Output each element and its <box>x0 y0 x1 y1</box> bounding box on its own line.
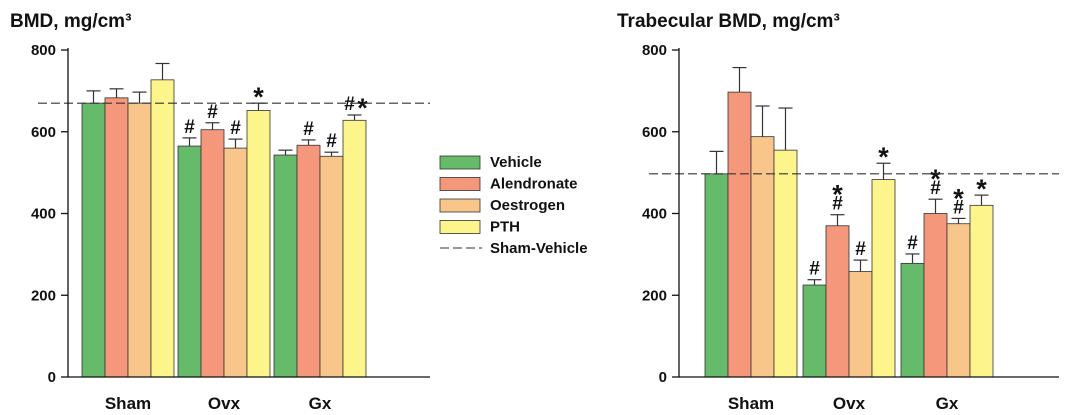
panel-1-x-tick-label-sham: Sham <box>105 394 151 413</box>
panel-1-bar-oestrogen-sham <box>127 102 152 378</box>
panel-2-y-tick-label-400: 400 <box>642 206 667 223</box>
panel-2-sig-marker-alendronate-gx-1: # <box>930 178 941 199</box>
panel-2-sig-marker-alendronate-ovx: * <box>832 180 843 210</box>
panel-1-bar-alendronate-gx <box>296 144 321 378</box>
panel-2-x-tick-label-sham: Sham <box>728 394 774 413</box>
panel-2-sig-marker-vehicle-ovx: # <box>809 259 820 280</box>
panel-2-sig-marker-vehicle-gx: # <box>907 233 918 254</box>
panel-1-y-tick-label-600: 600 <box>31 124 56 141</box>
bmd-panel-title: BMD, mg/cm³ <box>10 11 131 32</box>
panel-2-y-tick-label-800: 800 <box>642 42 667 59</box>
panel-2-y-tick-label-600: 600 <box>642 124 667 141</box>
panel-1-bar-pth-ovx <box>246 110 271 378</box>
panel-2-bar-oestrogen-gx <box>946 223 971 378</box>
panel-2-sig-marker-oestrogen-ovx: # <box>855 239 866 260</box>
legend: Vehicle Alendronate Oestrogen PTH Sham-Vehic… <box>439 154 588 257</box>
panel-2-bar-vehicle-gx <box>900 262 925 378</box>
panel-2-bar-pth-gx <box>969 204 994 378</box>
panel-2-sig-marker-oestrogen-gx: * <box>953 183 964 213</box>
panel-1-y-tick-label-800: 800 <box>31 42 56 59</box>
panel-2-bar-alendronate-gx <box>923 213 948 378</box>
panel-2-bar-oestrogen-ovx <box>848 271 873 378</box>
panel-1-sig-marker-oestrogen-ovx: # <box>230 118 241 139</box>
panel-1-bar-alendronate-sham <box>104 97 129 378</box>
panel-1-y-tick-label-0: 0 <box>48 369 56 386</box>
panel-2-sig-marker-pth-gx: * <box>976 174 987 204</box>
legend-swatch-oestrogen <box>439 198 481 213</box>
legend-label-sham-vehicle: Sham-Vehicle <box>490 240 588 257</box>
legend-swatch-alendronate <box>439 177 481 191</box>
panel-2-bar-oestrogen-sham <box>750 136 775 378</box>
legend-label-pth: PTH <box>490 219 520 236</box>
legend-swatch-pth <box>439 220 481 234</box>
panel-1-sig-marker-alendronate-ovx: # <box>207 102 218 123</box>
panel-2-y-tick-label-0: 0 <box>659 369 667 386</box>
trabecular-bmd-panel-title: Trabecular BMD, mg/cm³ <box>617 11 840 32</box>
legend-label-alendronate: Alendronate <box>490 176 578 193</box>
panel-1-sig-marker-pth-gx-star: * <box>357 93 368 123</box>
legend-label-vehicle: Vehicle <box>490 154 542 171</box>
panel-2-sig-marker-alendronate-ovx-1: # <box>832 194 843 215</box>
panel-1-bar-pth-sham <box>150 79 175 378</box>
panel-2-x-tick-label-ovx: Ovx <box>833 394 866 413</box>
panel-2-sig-marker-oestrogen-gx-1: # <box>953 197 964 218</box>
panel-1-bar-vehicle-gx <box>273 154 298 378</box>
panel-2-bar-pth-ovx <box>871 179 896 378</box>
panel-1-bar-vehicle-ovx <box>177 145 202 378</box>
panel-2-sig-marker-pth-ovx: * <box>878 142 889 172</box>
panel-2-bar-vehicle-ovx <box>802 284 827 378</box>
legend-swatch-vehicle <box>439 155 481 170</box>
panel-2-bar-vehicle-sham <box>704 173 729 378</box>
panel-1-y-tick-label-400: 400 <box>31 206 56 223</box>
panel-1-bar-oestrogen-gx <box>319 155 344 378</box>
panel-2-bar-alendronate-ovx <box>825 225 850 378</box>
panel-1-sig-marker-vehicle-ovx: # <box>184 117 195 138</box>
trabecular-bmd-panel: Trabecular BMD, mg/cm³ Sham##*#*Ovx##*#*… <box>617 11 1059 413</box>
panel-2-bar-pth-sham <box>773 149 798 378</box>
legend-label-oestrogen: Oestrogen <box>490 197 565 214</box>
panel-1-sig-marker-pth-gx: # <box>344 94 355 115</box>
panel-2-y-tick-label-200: 200 <box>642 287 667 304</box>
panel-2-bar-alendronate-sham <box>727 91 752 378</box>
panel-1-y-tick-label-200: 200 <box>31 287 56 304</box>
bmd-panel: BMD, mg/cm³ Sham###*Ovx### *Gx02004006008… <box>10 11 430 413</box>
panel-1-sig-marker-pth-ovx: * <box>253 82 264 112</box>
panel-1-bar-oestrogen-ovx <box>223 147 248 378</box>
panel-1-bar-alendronate-ovx <box>200 129 225 378</box>
panel-1-bar-pth-gx <box>342 119 367 378</box>
panel-1-bar-vehicle-sham <box>81 102 106 378</box>
panel-2-sig-marker-alendronate-gx: * <box>930 164 941 194</box>
panel-1-sig-marker-oestrogen-gx: # <box>326 131 337 152</box>
panel-1-x-tick-label-gx: Gx <box>309 394 332 413</box>
panel-1-sig-marker-alendronate-gx: # <box>303 119 314 140</box>
panel-1-x-tick-label-ovx: Ovx <box>208 394 241 413</box>
panel-2-x-tick-label-gx: Gx <box>936 394 959 413</box>
